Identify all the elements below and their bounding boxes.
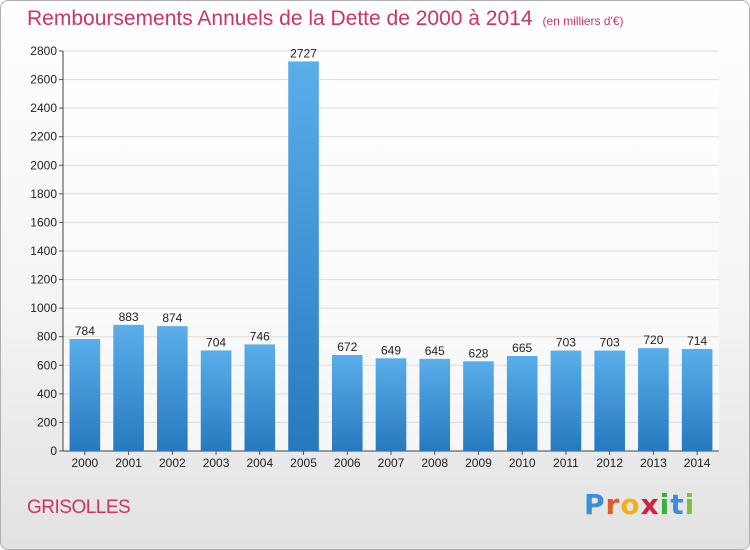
bar-value-label: 2727 (290, 46, 317, 60)
y-tick-label: 1200 (30, 273, 57, 287)
y-tick-label: 2800 (30, 44, 57, 58)
y-tick-label: 400 (37, 387, 57, 401)
x-tick-label: 2003 (203, 456, 230, 470)
bar (594, 350, 625, 451)
x-tick-label: 2011 (553, 456, 579, 470)
logo-letter: o (620, 488, 641, 521)
y-tick-label: 600 (37, 358, 57, 372)
x-tick-label: 2007 (378, 456, 405, 470)
bar (69, 339, 101, 451)
bar (419, 358, 451, 451)
bar (288, 61, 319, 452)
bar (157, 326, 188, 451)
bar (331, 355, 363, 451)
x-tick-label: 2004 (246, 456, 273, 470)
bar (550, 350, 582, 451)
bar (375, 358, 407, 451)
y-tick-label: 0 (50, 444, 57, 458)
y-tick-label: 2000 (30, 158, 57, 172)
x-tick-label: 2008 (421, 456, 448, 470)
x-tick-label: 2006 (334, 456, 361, 470)
y-tick-label: 800 (37, 330, 57, 344)
logo-letter: i (659, 488, 671, 521)
bar (463, 361, 494, 451)
x-tick-label: 2000 (72, 456, 99, 470)
bar-value-label: 883 (119, 310, 139, 324)
bar (681, 349, 713, 451)
bar-value-label: 746 (250, 329, 270, 343)
x-tick-label: 2012 (596, 456, 623, 470)
bar-value-label: 714 (687, 334, 707, 348)
y-tick-label: 1600 (30, 215, 57, 229)
x-tick-label: 2002 (159, 456, 186, 470)
chart-title: Remboursements Annuels de la Dette de 20… (27, 7, 624, 31)
bar-value-label: 628 (468, 346, 488, 360)
logo-letter: r (605, 488, 621, 521)
x-tick-label: 2010 (509, 456, 536, 470)
bar (200, 350, 232, 451)
x-tick-label: 2014 (684, 456, 711, 470)
bar-value-label: 703 (556, 336, 576, 350)
y-tick-label: 200 (37, 415, 57, 429)
y-tick-label: 1000 (30, 301, 57, 315)
chart-title-text: Remboursements Annuels de la Dette de 20… (27, 7, 533, 30)
bar-value-label: 645 (425, 344, 445, 358)
bar-value-label: 649 (381, 343, 401, 357)
bar-value-label: 874 (162, 311, 182, 325)
y-tick-label: 2400 (30, 101, 57, 115)
proxiti-logo[interactable]: Proxiti (584, 488, 695, 521)
bar-value-label: 703 (600, 336, 620, 350)
bar (638, 348, 669, 451)
bar-value-label: 704 (206, 335, 226, 349)
logo-letter: P (584, 488, 606, 521)
logo-letter: i (684, 488, 696, 521)
y-tick-label: 2600 (30, 73, 57, 87)
bar-value-label: 784 (75, 324, 95, 338)
chart-unit: (en milliers d'€) (542, 14, 624, 28)
bar-value-label: 720 (643, 333, 663, 347)
y-tick-label: 1400 (30, 244, 57, 258)
y-tick-label: 2200 (30, 130, 57, 144)
bar (506, 356, 538, 451)
bar-value-label: 672 (337, 340, 357, 354)
x-tick-label: 2009 (465, 456, 492, 470)
logo-letter: t (670, 488, 685, 521)
x-tick-label: 2013 (640, 456, 667, 470)
bar-value-label: 665 (512, 341, 532, 355)
logo-letter: x (640, 488, 660, 521)
bar (244, 344, 276, 451)
bar (113, 324, 144, 451)
x-tick-label: 2005 (290, 456, 317, 470)
y-tick-label: 1800 (30, 187, 57, 201)
city-name: GRISOLLES (27, 497, 131, 518)
x-tick-label: 2001 (115, 456, 142, 470)
